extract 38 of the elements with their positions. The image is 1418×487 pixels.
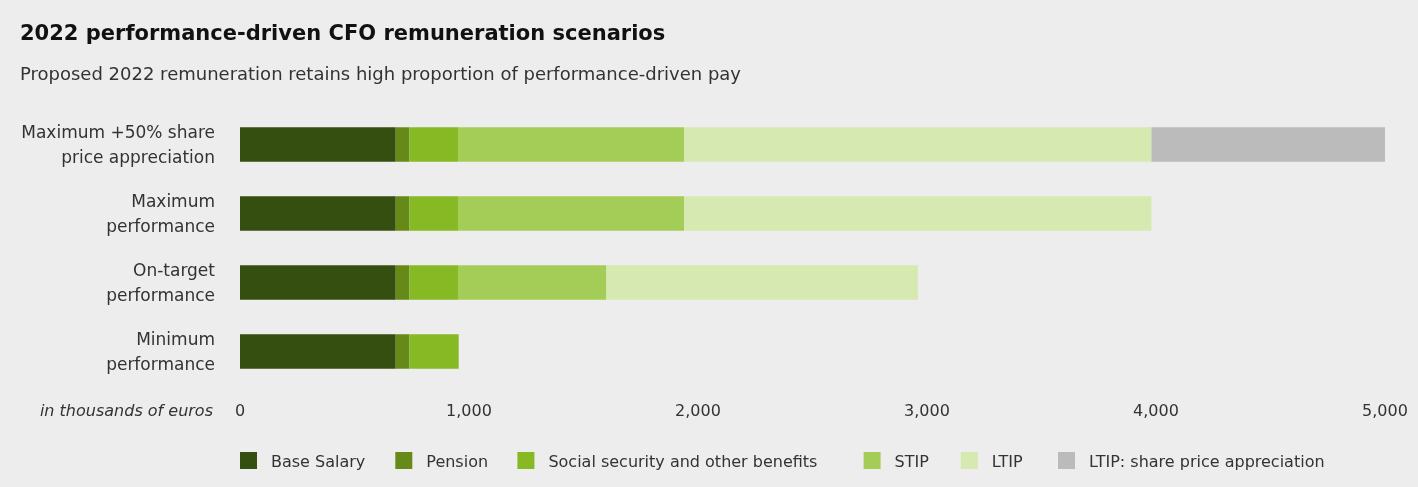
legend-label: LTIP — [991, 452, 1023, 471]
y-tick-label: Maximum +50% share price appreciation — [21, 122, 215, 167]
y-tick-label: On-target performance — [106, 260, 216, 305]
bar — [395, 127, 410, 162]
bar — [240, 127, 396, 162]
bar — [395, 334, 410, 369]
bar — [409, 127, 459, 162]
bar — [606, 265, 918, 300]
bar — [458, 127, 685, 162]
bar — [240, 265, 396, 300]
x-tick-label: 1,000 — [446, 401, 492, 420]
bar — [684, 127, 1152, 162]
x-tick-label: 3,000 — [904, 401, 950, 420]
legend-label: Base Salary — [271, 452, 366, 471]
bar — [395, 265, 410, 300]
legend-label: Social security and other benefits — [548, 452, 818, 471]
x-tick-label: 2,000 — [675, 401, 721, 420]
x-axis-title: in thousands of euros — [39, 401, 213, 420]
bar — [240, 196, 396, 231]
chart-title: 2022 performance-driven CFO remuneration scenarios — [20, 21, 666, 45]
chart-subtitle: Proposed 2022 remuneration retains high proportion of performance-driven pay — [20, 63, 742, 84]
y-tick-label: Minimum performance — [106, 329, 215, 374]
bar — [684, 196, 1152, 231]
bar — [409, 196, 459, 231]
y-tick-label: Maximum performance — [106, 191, 215, 236]
bar — [409, 334, 459, 369]
legend-label: STIP — [894, 452, 930, 471]
bar — [240, 334, 396, 369]
bar — [395, 196, 410, 231]
bar — [1151, 127, 1385, 162]
legend-label: Pension — [426, 452, 489, 471]
legend-label: LTIP: share price appreciation — [1089, 452, 1325, 471]
bar — [409, 265, 459, 300]
x-tick-label: 5,000 — [1362, 401, 1408, 420]
x-tick-label: 0 — [234, 401, 246, 420]
bar — [458, 265, 607, 300]
bar — [458, 196, 685, 231]
x-tick-label: 4,000 — [1133, 401, 1179, 420]
